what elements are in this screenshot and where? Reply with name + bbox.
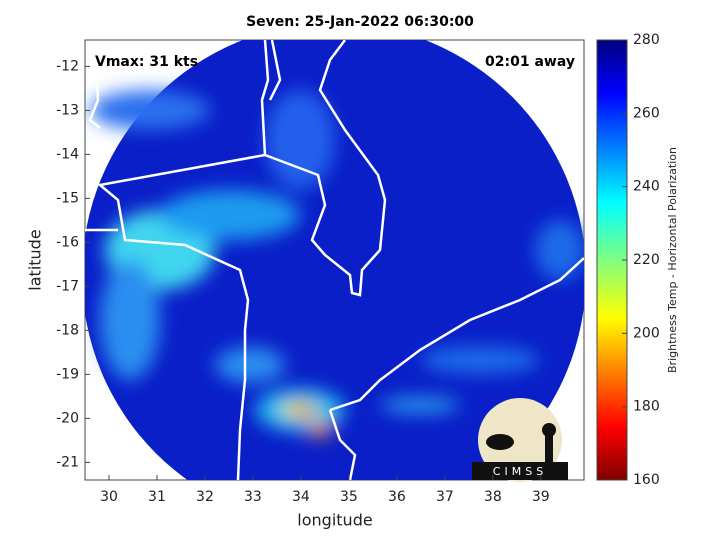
swath-features: [90, 90, 584, 437]
x-tick-label: 34: [292, 489, 310, 505]
y-tick-label: -18: [56, 322, 79, 338]
x-tick-label: 32: [196, 489, 214, 505]
annotation: 02:01 away: [485, 54, 575, 70]
colorbar-tick-label: 240: [633, 179, 660, 195]
colorbar-tick-label: 200: [633, 325, 660, 341]
colorbar-tick-label: 280: [633, 32, 660, 48]
colorbar-tick-label: 160: [633, 472, 660, 488]
colorbar-tick-label: 260: [633, 105, 660, 121]
y-tick-label: -21: [56, 454, 79, 470]
colorbar-label: Brightness Temp - Horizontal Polarizatio…: [666, 147, 679, 373]
y-tick-label: -12: [56, 58, 79, 74]
logo-text: CIMSS: [493, 465, 547, 478]
chart-title: Seven: 25-Jan-2022 06:30:00: [246, 14, 474, 30]
colorbar-tick-label: 180: [633, 399, 660, 415]
y-tick-label: -15: [56, 190, 79, 206]
y-tick-label: -13: [56, 102, 79, 118]
y-tick-label: -17: [56, 278, 79, 294]
x-tick-label: 36: [388, 489, 406, 505]
coastlines: [85, 40, 584, 480]
x-tick-label: 39: [532, 489, 550, 505]
y-tick-label: -14: [56, 146, 79, 162]
logo: CIMSS: [472, 398, 568, 482]
x-tick-label: 37: [436, 489, 454, 505]
x-tick-label: 30: [100, 489, 118, 505]
x-tick-label: 33: [244, 489, 262, 505]
colorbar-tick-label: 220: [633, 252, 660, 268]
y-tick-label: -16: [56, 234, 79, 250]
y-tick-label: -20: [56, 410, 79, 426]
y-axis-label: latitude: [26, 229, 45, 290]
x-tick-label: 31: [148, 489, 166, 505]
x-tick-label: 38: [484, 489, 502, 505]
swath: [85, 40, 584, 480]
annotation: Vmax: 31 kts: [95, 54, 198, 70]
y-tick-label: -19: [56, 366, 79, 382]
x-tick-label: 35: [340, 489, 358, 505]
x-axis-label: longitude: [297, 511, 372, 530]
